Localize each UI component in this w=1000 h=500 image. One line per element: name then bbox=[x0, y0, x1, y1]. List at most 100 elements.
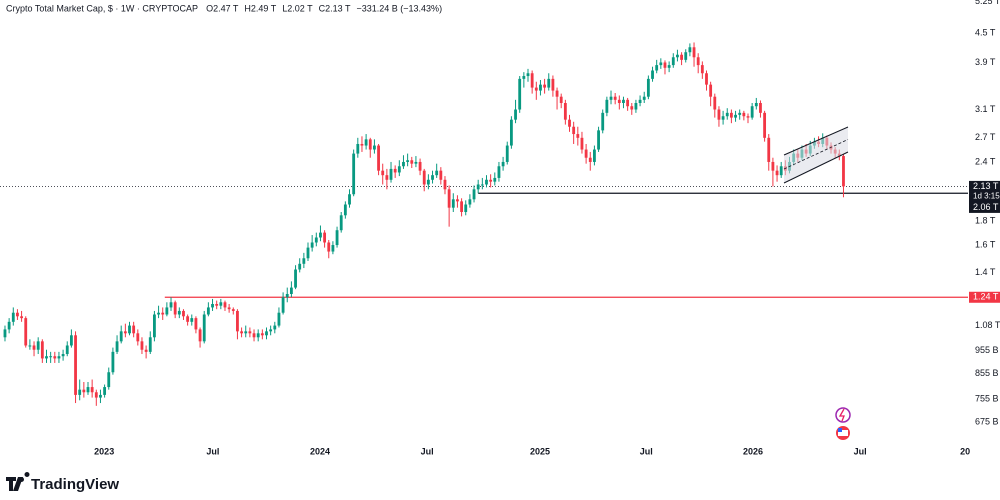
candle-body bbox=[443, 179, 447, 190]
candle-body bbox=[729, 112, 733, 118]
candle-body bbox=[638, 99, 642, 104]
candle-body bbox=[734, 114, 737, 118]
candle-body bbox=[348, 194, 351, 205]
candle-body bbox=[310, 242, 314, 248]
candle-body bbox=[211, 303, 214, 308]
candle-body bbox=[381, 170, 385, 176]
candle-body bbox=[157, 312, 160, 315]
event-icon[interactable] bbox=[835, 407, 851, 423]
event-icon-bolt bbox=[838, 408, 845, 422]
candle-body bbox=[630, 106, 634, 110]
candle-body bbox=[260, 333, 264, 336]
candle-body bbox=[505, 145, 509, 162]
candle-body bbox=[534, 87, 538, 91]
candle-body bbox=[696, 57, 700, 66]
candle-body bbox=[206, 307, 210, 315]
candle-body bbox=[289, 287, 293, 294]
candle-body bbox=[721, 116, 725, 120]
candle-body bbox=[460, 201, 463, 212]
candle-body bbox=[306, 247, 310, 259]
candle-body bbox=[551, 78, 555, 91]
x-tick-label: 2024 bbox=[310, 446, 330, 456]
brand-logo bbox=[6, 472, 30, 491]
candle-body bbox=[559, 96, 563, 104]
candle-body bbox=[335, 230, 339, 246]
price-label: 1.24 T bbox=[973, 292, 999, 302]
candle-body bbox=[456, 199, 459, 202]
y-tick-label: 3.9 T bbox=[975, 57, 996, 67]
candle-body bbox=[343, 204, 347, 216]
candle-body bbox=[480, 184, 484, 186]
candle-body bbox=[7, 321, 11, 330]
candle-body bbox=[688, 47, 692, 53]
candle-body bbox=[153, 314, 156, 338]
candle-body bbox=[161, 312, 165, 315]
candle-body bbox=[555, 90, 559, 97]
x-axis: 2023 Jul 2024 Jul 2025 Jul 2026 Jul 20 bbox=[94, 445, 970, 456]
candle-body bbox=[302, 258, 306, 264]
candle-body bbox=[314, 237, 318, 243]
candle-body bbox=[451, 199, 455, 208]
y-tick-label: 1.4 T bbox=[975, 267, 996, 277]
y-tick-label: 5.25 T bbox=[975, 0, 1000, 6]
candle-body bbox=[78, 389, 82, 395]
price-label-box bbox=[969, 201, 1000, 213]
candle-body bbox=[588, 157, 592, 162]
candle-body bbox=[385, 175, 389, 180]
candle-body bbox=[252, 333, 256, 338]
candle-body bbox=[667, 65, 671, 68]
candle-body bbox=[501, 161, 505, 167]
candle-body bbox=[339, 215, 343, 231]
candle-body bbox=[543, 84, 547, 88]
candle-body bbox=[132, 325, 136, 334]
candle-body bbox=[140, 341, 144, 350]
candle-body bbox=[489, 179, 493, 182]
candle-body bbox=[182, 310, 185, 317]
candle-body bbox=[45, 356, 48, 359]
y-axis: 5.25 T 4.5 T 3.9 T 3.1 T 2.7 T 2.4 T 1.8 T 1.6 … bbox=[968, 0, 1000, 426]
candle-body bbox=[11, 312, 15, 322]
x-tick-label: Jul bbox=[640, 446, 653, 456]
candle-body bbox=[771, 161, 775, 171]
candle-body bbox=[94, 392, 98, 398]
candle-body bbox=[754, 103, 758, 107]
flag-icon-stripe bbox=[838, 430, 848, 436]
candle-body bbox=[439, 170, 443, 180]
candle-body bbox=[497, 166, 501, 178]
candle-body bbox=[742, 112, 746, 117]
candle-body bbox=[327, 242, 331, 252]
y-tick-label: 955 B bbox=[975, 345, 999, 355]
chart-title: Crypto Total Market Cap, $ · 1W · CRYPTO… bbox=[6, 3, 198, 13]
candle-body bbox=[198, 329, 202, 342]
candle-body bbox=[435, 170, 439, 176]
candle-body bbox=[410, 160, 414, 164]
candle-body bbox=[294, 269, 297, 288]
candle-body bbox=[464, 204, 468, 212]
candle-body bbox=[169, 302, 173, 308]
candle-body bbox=[32, 345, 36, 350]
candle-body bbox=[663, 62, 667, 68]
brand-logo-dot bbox=[19, 477, 24, 482]
candle-body bbox=[468, 199, 472, 205]
y-tick-label: 3.1 T bbox=[975, 104, 996, 114]
channel-mid bbox=[783, 139, 849, 170]
candle-body bbox=[323, 232, 327, 243]
candle-body bbox=[24, 318, 28, 346]
candle-body bbox=[215, 303, 219, 306]
candle-body bbox=[123, 331, 127, 334]
candle-body bbox=[393, 168, 397, 173]
flag-icon-canton bbox=[838, 428, 842, 432]
candle-body bbox=[368, 139, 372, 150]
candle-body bbox=[360, 143, 364, 146]
x-tick-label: Jul bbox=[206, 446, 219, 456]
y-tick-label: 2.4 T bbox=[975, 156, 996, 166]
candle-body bbox=[219, 302, 223, 306]
y-tick-label: 755 B bbox=[975, 393, 999, 403]
candle-body bbox=[28, 345, 32, 347]
candle-body bbox=[119, 331, 123, 342]
candle-body bbox=[775, 170, 779, 176]
candle-body bbox=[605, 99, 609, 113]
candle-body bbox=[617, 99, 621, 104]
